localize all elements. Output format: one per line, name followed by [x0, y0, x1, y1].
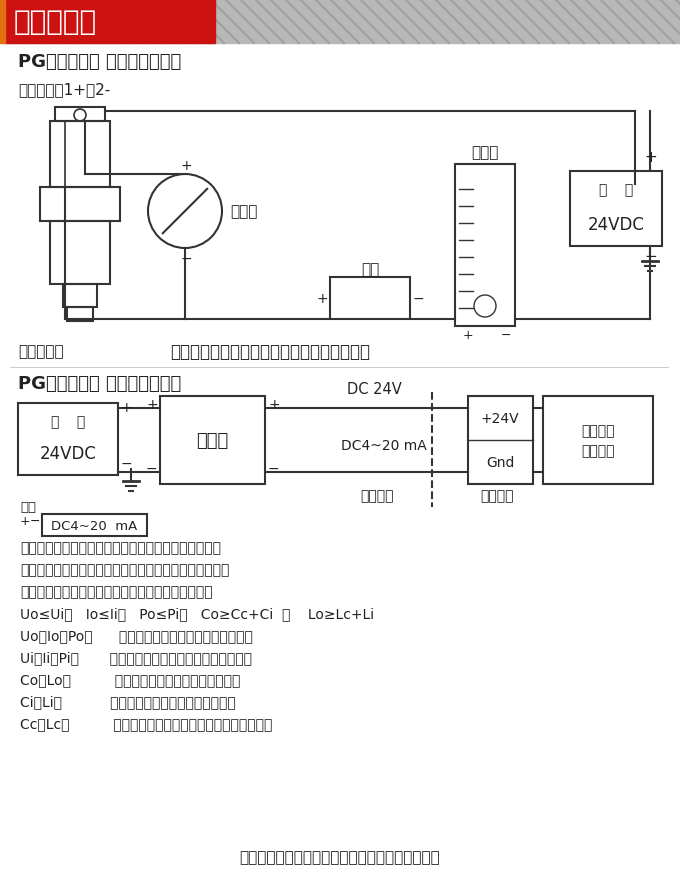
Text: 赫斯曼接头1+、2-: 赫斯曼接头1+、2- — [18, 82, 110, 97]
Bar — [455, 165, 515, 327]
Text: +: + — [121, 400, 133, 415]
Text: 输出: 输出 — [20, 501, 36, 513]
Text: 电    源: 电 源 — [599, 183, 633, 197]
Text: Cc、Lc：          两者之间连接电缆允许总的分布电容和电感: Cc、Lc： 两者之间连接电缆允许总的分布电容和电感 — [20, 716, 273, 730]
Text: 危险场所: 危险场所 — [480, 488, 514, 502]
Text: −: − — [501, 329, 511, 342]
Text: 24VDC: 24VDC — [39, 445, 97, 462]
Bar — [18, 403, 118, 476]
Text: −: − — [644, 249, 657, 264]
Text: PG压力变送器 现场连接示意图: PG压力变送器 现场连接示意图 — [18, 53, 182, 71]
Text: Uo≤Ui、   Io≤Ii、   Po≤Pi、   Co≥Cc+Ci  和    Lo≥Lc+Li: Uo≤Ui、 Io≤Ii、 Po≤Pi、 Co≥Cc+Ci 和 Lo≥Lc+Li — [20, 606, 374, 620]
Text: 电    源: 电 源 — [51, 415, 85, 429]
Text: Uo、Io、Po：      安全栅的最大输出电压、电流和功率: Uo、Io、Po： 安全栅的最大输出电压、电流和功率 — [20, 628, 253, 642]
Text: −: − — [268, 462, 279, 476]
Text: 指示仪: 指示仪 — [471, 145, 498, 160]
Text: 安全栅须取得防爆合格证，使用时应按其说明书的要求: 安全栅须取得防爆合格证，使用时应按其说明书的要求 — [20, 540, 221, 555]
Text: DC4~20 mA: DC4~20 mA — [341, 439, 427, 453]
Bar — [543, 397, 653, 485]
Text: −: − — [146, 462, 158, 476]
Bar — [0, 0, 5, 44]
Bar — [55, 108, 105, 122]
Text: 电流表: 电流表 — [230, 205, 257, 219]
Bar — [330, 277, 410, 320]
Bar — [67, 307, 93, 322]
Bar — [5, 0, 215, 44]
Text: Co、Lo：          安全栅允许的最大外部电容和电感: Co、Lo： 安全栅允许的最大外部电容和电感 — [20, 672, 240, 687]
Text: +: + — [146, 398, 158, 411]
Bar — [0, 0, 680, 44]
Text: −: − — [181, 252, 192, 266]
Text: +: + — [644, 150, 657, 165]
Text: −: − — [121, 456, 133, 470]
Text: 力变送器: 力变送器 — [581, 444, 615, 457]
Text: 进行、安全栅防爆标志必须不低于压力变送器防爆标志。: 进行、安全栅防爆标志必须不低于压力变送器防爆标志。 — [20, 563, 229, 577]
Bar — [468, 397, 533, 485]
Text: +: + — [463, 329, 474, 342]
Text: 安装示意图: 安装示意图 — [14, 8, 97, 36]
Bar — [160, 397, 265, 485]
Text: 本安防爆型压力变送建议使用安全栅供电、见上图: 本安防爆型压力变送建议使用安全栅供电、见上图 — [239, 850, 441, 865]
Text: DC4~20  mA: DC4~20 mA — [51, 519, 137, 532]
Text: Ui、Ii、Pi：       压力变送器最大输入电压、电流和功率: Ui、Ii、Pi： 压力变送器最大输入电压、电流和功率 — [20, 650, 252, 664]
Text: +: + — [268, 398, 279, 411]
Text: 安全场所: 安全场所 — [360, 488, 394, 502]
Text: 非本安防爆型压力变送器可以用稳压电源供电: 非本安防爆型压力变送器可以用稳压电源供电 — [170, 343, 370, 361]
Text: −: − — [30, 515, 41, 527]
Text: 压力变送器: 压力变送器 — [18, 344, 64, 359]
Text: 安全栅: 安全栅 — [196, 431, 228, 449]
Text: Ci、Li：           压力变送器的最大外部电容和电感: Ci、Li： 压力变送器的最大外部电容和电感 — [20, 695, 236, 708]
Bar — [40, 188, 120, 222]
Text: +24V: +24V — [481, 411, 520, 425]
Text: 本安型压: 本安型压 — [581, 424, 615, 438]
Text: 24VDC: 24VDC — [588, 216, 645, 234]
Text: Gnd: Gnd — [486, 455, 514, 470]
Text: +: + — [180, 159, 192, 173]
Bar — [63, 284, 97, 307]
Bar — [42, 515, 147, 536]
Bar — [570, 172, 662, 246]
Text: DC 24V: DC 24V — [347, 381, 402, 396]
Text: +: + — [20, 515, 31, 527]
Bar — [50, 222, 110, 284]
Text: PG压力变送器 现场连接示意图: PG压力变送器 现场连接示意图 — [18, 375, 182, 392]
Bar — [50, 122, 110, 188]
Text: 所配用安全栅参数必须符合本安系统参数匹配原则：: 所配用安全栅参数必须符合本安系统参数匹配原则： — [20, 585, 213, 598]
Text: −: − — [413, 291, 424, 306]
Text: 负载: 负载 — [361, 262, 379, 277]
Text: +: + — [317, 291, 328, 306]
